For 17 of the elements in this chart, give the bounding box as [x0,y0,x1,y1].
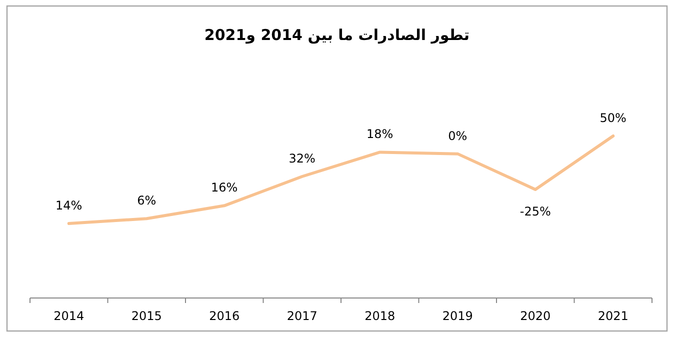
annotation: 0% [448,128,468,143]
x-tick: 2020 [520,309,551,323]
x-tick: 2015 [131,309,162,323]
x-tick: 2014 [54,309,84,323]
annotation: 14% [56,198,82,212]
x-tick: 2016 [209,309,240,323]
x-tick: 2021 [598,309,628,323]
annotation: 32% [288,152,316,166]
x-tick: 2018 [364,309,396,323]
annotation: 16% [211,180,238,195]
x-tick: 2017 [286,309,318,323]
annotation: 6% [137,194,156,208]
x-tick: 2019 [442,309,473,323]
annotation: 50% [600,111,626,125]
annotation: -25% [520,204,551,218]
annotation: 18% [366,127,394,142]
title: تطور الصادرات ما بين 2014 و2021 [204,26,470,44]
